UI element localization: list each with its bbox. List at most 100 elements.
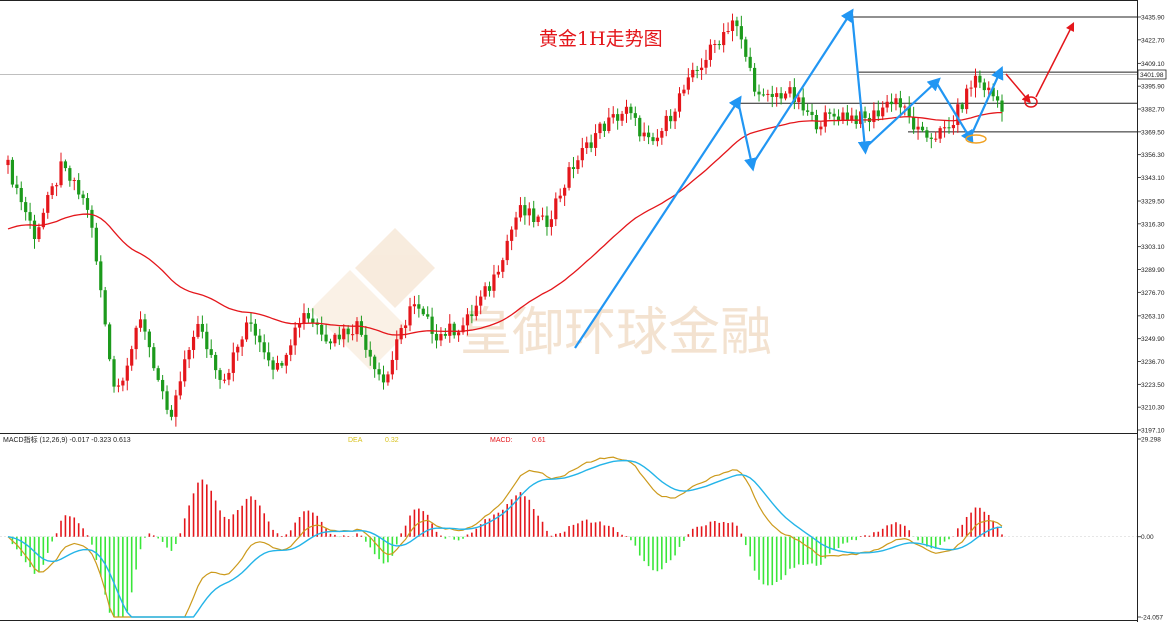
- trend-arrows: [574, 8, 1004, 349]
- candle-body: [907, 106, 911, 117]
- candle-body: [947, 127, 951, 129]
- candle-body: [912, 116, 916, 130]
- candle-body: [302, 313, 306, 324]
- candle-body: [32, 220, 37, 240]
- candle-body: [651, 137, 655, 142]
- candle-body: [479, 296, 483, 306]
- price-tick-label: 3356.30: [1141, 152, 1165, 159]
- candle-body: [280, 362, 284, 366]
- candle-body: [916, 126, 920, 130]
- candle-body: [510, 229, 514, 241]
- candle-body: [289, 345, 293, 355]
- candle-body: [28, 212, 32, 221]
- candle-body: [797, 97, 801, 103]
- candle-body: [465, 314, 470, 326]
- candle-body: [965, 88, 969, 110]
- candle-body: [836, 116, 841, 121]
- candle-body: [730, 20, 735, 32]
- candle-body: [554, 198, 558, 220]
- candle-body: [143, 319, 147, 332]
- candle-body: [373, 356, 377, 370]
- candle-body: [775, 93, 779, 97]
- candle-body: [660, 131, 664, 138]
- candle-body: [872, 110, 876, 123]
- candle-body: [443, 334, 447, 336]
- candle-body: [496, 271, 500, 275]
- candle-body: [673, 111, 677, 122]
- candle-body: [99, 261, 103, 291]
- candle-body: [567, 167, 571, 188]
- candle-body: [130, 349, 134, 366]
- macd-indicator-label: MACD指标 (12,26,9) -0.017 -0.323 0.613: [3, 435, 131, 444]
- candle-body: [474, 305, 478, 317]
- candle-body: [881, 107, 885, 117]
- candle-body: [342, 328, 346, 340]
- trend-arrow: [864, 77, 941, 149]
- candle-body: [231, 352, 235, 373]
- candle-body: [761, 94, 766, 96]
- candle-body: [598, 123, 602, 134]
- candle-body: [770, 93, 774, 97]
- price-tick-label: 3223.50: [1141, 382, 1165, 389]
- macd-tick-label: 29.298: [1141, 437, 1161, 444]
- candle-body: [523, 205, 527, 216]
- candle-body: [426, 314, 430, 317]
- candle-body: [147, 331, 151, 348]
- candle-body: [571, 167, 576, 170]
- price-tick-label: 3289.90: [1141, 267, 1165, 274]
- price-tick-label: 3236.70: [1141, 359, 1165, 366]
- candle-body: [753, 67, 757, 92]
- candle-body: [214, 354, 218, 371]
- candle-body: [532, 208, 536, 223]
- candle-body: [112, 359, 116, 387]
- candle-body: [178, 381, 182, 396]
- candle-body: [333, 334, 337, 344]
- candle-body: [364, 334, 368, 350]
- candle-body: [390, 359, 394, 375]
- candle-body: [885, 101, 889, 108]
- candle-body: [10, 159, 15, 185]
- candle-body: [46, 195, 50, 213]
- candle-body: [832, 113, 836, 117]
- forecast-arrow-down: [1005, 73, 1031, 104]
- macd-tick-label: 0.00: [1141, 534, 1154, 541]
- candle-body: [1000, 100, 1004, 112]
- candle-body: [24, 202, 28, 213]
- candle-body: [889, 101, 894, 105]
- candle-body: [6, 159, 10, 166]
- candle-body: [116, 385, 121, 387]
- candle-body: [788, 87, 792, 94]
- chart-title: 黄金1H走势图: [539, 28, 663, 50]
- candle-body: [417, 304, 421, 309]
- candle-body: [121, 380, 125, 386]
- candle-body: [664, 115, 668, 132]
- price-tick-label: 3197.10: [1141, 428, 1165, 435]
- candle-body: [452, 323, 456, 336]
- candle-body: [576, 160, 580, 170]
- candle-body: [236, 346, 240, 353]
- macd-panel: [0, 456, 1137, 618]
- candle-body: [368, 349, 372, 357]
- candle-body: [602, 123, 606, 131]
- candle-body: [267, 352, 271, 361]
- candle-body: [59, 161, 63, 186]
- candle-body: [677, 93, 682, 112]
- candle-body: [320, 324, 324, 335]
- candle-body: [501, 260, 505, 272]
- candle-body: [925, 130, 929, 138]
- candle-body: [408, 306, 412, 326]
- candle-body: [987, 87, 991, 91]
- candle-body: [191, 336, 196, 350]
- candle-body: [682, 89, 686, 94]
- candle-body: [991, 87, 995, 97]
- candle-body: [783, 93, 788, 99]
- candle-body: [845, 112, 849, 121]
- candle-body: [549, 219, 553, 227]
- candle-body: [63, 161, 68, 169]
- candle-body: [306, 313, 311, 319]
- candle-body: [381, 374, 386, 383]
- candle-body: [85, 198, 90, 210]
- candle-body: [819, 126, 823, 130]
- candle-body: [386, 374, 390, 383]
- candle-body: [156, 368, 160, 380]
